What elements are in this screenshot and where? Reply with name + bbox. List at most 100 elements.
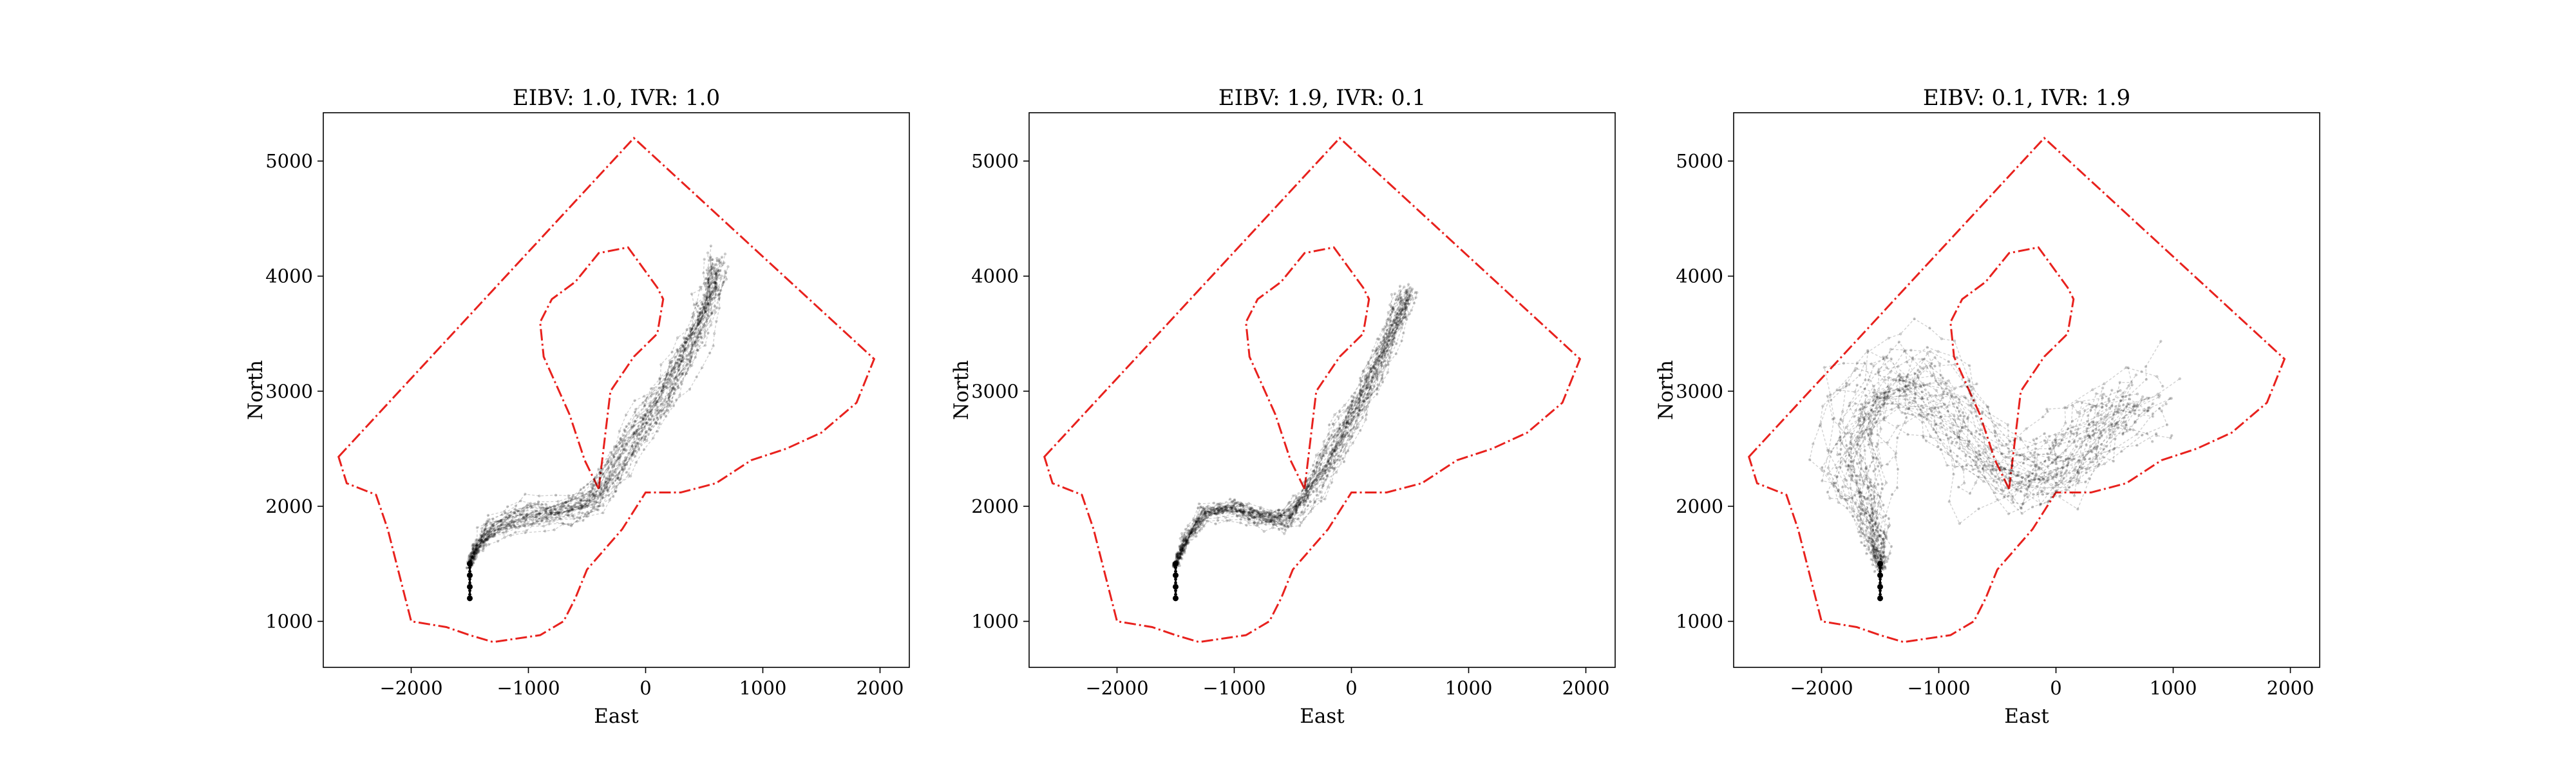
trajectory-point [1835, 475, 1839, 478]
trajectory-point [1330, 481, 1334, 484]
trajectory-point [670, 350, 674, 354]
trajectory-point [2094, 392, 2098, 396]
trajectory-point [1844, 381, 1848, 385]
trajectory-point [2125, 366, 2128, 369]
trajectory-point [1387, 335, 1390, 338]
trajectory-point [1274, 510, 1277, 513]
trajectory-point [614, 468, 618, 472]
trajectory-point [1345, 444, 1348, 447]
trajectory-point [717, 289, 720, 292]
trajectory-point [473, 558, 477, 562]
trajectory-point [2125, 405, 2128, 408]
trajectory-point [596, 505, 600, 508]
trajectory-point [2027, 475, 2030, 479]
trajectory-point [583, 512, 587, 515]
trajectory-point [498, 528, 501, 531]
trajectory-point [582, 519, 585, 522]
y-tick-label: 1000 [265, 611, 313, 633]
trajectory-point [1210, 509, 1213, 512]
trajectory-point [618, 441, 621, 445]
trajectory-point [704, 285, 708, 289]
trajectory-point [636, 444, 639, 448]
trajectory-point [474, 548, 477, 551]
trajectory-point [1872, 364, 1875, 367]
trajectory-point [2069, 476, 2072, 479]
trajectory-point [569, 508, 572, 511]
trajectory-point [525, 514, 528, 518]
trajectory-point [514, 526, 517, 529]
trajectory-point [637, 448, 641, 452]
trajectory-point [1808, 458, 1812, 461]
trajectory-point [1906, 433, 1909, 436]
trajectory-point [514, 504, 518, 508]
trajectory-point [1820, 466, 1824, 470]
trajectory-point [1333, 428, 1336, 432]
trajectory-point [609, 462, 612, 466]
trajectory-point [592, 480, 595, 483]
trajectory-point [668, 361, 672, 365]
trajectory-point [515, 519, 518, 522]
trajectory-point [611, 453, 614, 456]
trajectory-point [1264, 522, 1268, 526]
trajectory-point [522, 516, 525, 519]
trajectory-point [623, 435, 627, 438]
trajectory-point [1386, 370, 1390, 374]
trajectory-path [1175, 292, 1417, 598]
trajectory-point [1327, 423, 1331, 426]
trajectory-point [1284, 518, 1287, 522]
trajectory-point [1192, 517, 1195, 520]
trajectory-point [1900, 376, 1903, 379]
trajectory-point [723, 261, 726, 265]
trajectory-point [706, 280, 710, 283]
trajectory-path [469, 260, 719, 598]
trajectory-point [547, 513, 550, 517]
trajectory-point [700, 366, 704, 369]
trajectory-point [588, 493, 591, 497]
trajectory-point [713, 282, 716, 285]
trajectory-path [469, 270, 710, 598]
trajectory-point [562, 504, 565, 507]
trajectory-point [1864, 477, 1868, 481]
trajectory-point [1850, 460, 1853, 463]
trajectory-point [1394, 352, 1397, 356]
trajectory-point [1939, 422, 1943, 425]
trajectory-point [525, 529, 528, 532]
trajectory-point [706, 305, 709, 309]
trajectory-point [544, 511, 547, 514]
trajectory-point [589, 490, 592, 493]
trajectory-point [621, 438, 625, 442]
trajectory-point [515, 514, 518, 517]
trajectory-point [600, 471, 603, 474]
y-tick-label: 1000 [971, 611, 1019, 633]
trajectory-point [521, 517, 525, 520]
x-tick-label: 1000 [739, 677, 787, 699]
trajectory-point [507, 523, 511, 526]
trajectory-point [602, 490, 606, 493]
trajectory-point [2088, 477, 2092, 481]
trajectory-point [2136, 392, 2139, 396]
trajectory-point [2061, 466, 2064, 470]
trajectory-point [1868, 526, 1872, 530]
trajectory-point [1990, 464, 1994, 468]
trajectory-point [1407, 303, 1411, 306]
trajectory-point [2020, 480, 2023, 484]
trajectory-point [705, 296, 709, 299]
trajectory-point [705, 294, 708, 298]
trajectory-path [468, 271, 726, 598]
trajectory-point [564, 501, 568, 504]
trajectory-point [1400, 339, 1403, 343]
trajectory-point [482, 523, 486, 526]
trajectory-point [661, 383, 665, 386]
trajectory-point [1198, 513, 1201, 517]
trajectory-point [636, 414, 639, 418]
trajectory-point [563, 505, 566, 508]
trajectory-point [1881, 403, 1884, 406]
trajectory-point [600, 496, 604, 500]
trajectory-point [676, 348, 679, 351]
trajectory-point [1968, 392, 1971, 395]
trajectory-point [1317, 453, 1320, 457]
trajectory-point [1904, 349, 1907, 353]
trajectory-point [694, 356, 697, 359]
trajectory-point [478, 540, 482, 544]
trajectory-point [656, 399, 659, 403]
